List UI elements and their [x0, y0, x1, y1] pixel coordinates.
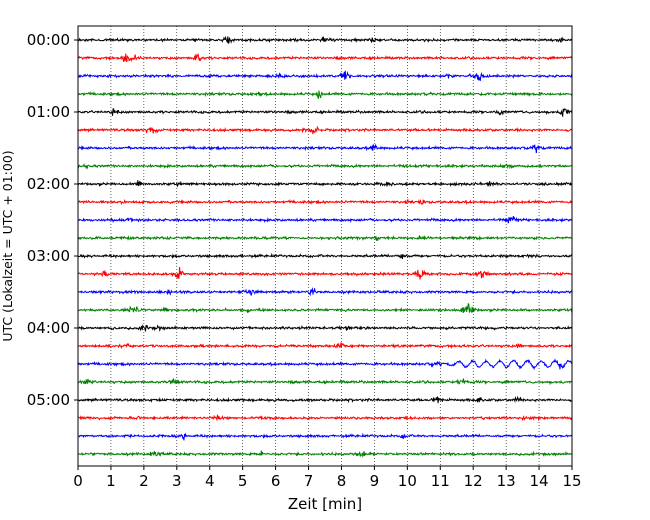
x-tick-label: 14 [530, 472, 549, 490]
trace-0530 [77, 432, 573, 441]
plot-area [78, 26, 572, 466]
trace-0400 [77, 324, 573, 332]
trace-0200 [77, 180, 572, 188]
trace-0145 [77, 162, 573, 170]
y-tick-label: 02:00 [27, 175, 70, 193]
trace-0115 [77, 125, 573, 135]
x-tick-label: 6 [271, 472, 281, 490]
trace-0545 [77, 450, 573, 458]
x-tick-label: 8 [337, 472, 347, 490]
trace-0445 [77, 377, 573, 386]
trace-0030 [77, 70, 573, 81]
trace-0100 [77, 108, 573, 117]
trace-0415 [77, 342, 573, 350]
grid-lines [110, 26, 540, 466]
x-tick-label: 5 [238, 472, 248, 490]
y-tick-label: 04:00 [27, 319, 70, 337]
x-tick-label: 3 [172, 472, 182, 490]
x-tick-label: 15 [562, 472, 581, 490]
x-tick-label: 2 [139, 472, 149, 490]
trace-0215 [77, 198, 573, 206]
x-axis-ticks: 0 1 2 3 4 5 6 7 8 9 10 11 12 13 14 15 [73, 466, 582, 490]
trace-0230 [77, 215, 573, 224]
x-tick-label: 11 [431, 472, 450, 490]
trace-0245 [77, 235, 573, 242]
trace-0300 [77, 252, 573, 260]
x-tick-label: 1 [106, 472, 116, 490]
trace-0315 [77, 266, 573, 280]
trace-0500 [77, 395, 573, 404]
trace-0430 [77, 358, 573, 371]
trace-0000 [77, 35, 573, 44]
x-tick-label: 12 [464, 472, 483, 490]
y-axis-label: UTC (Lokalzeit = UTC + 01:00) [0, 150, 15, 341]
x-tick-label: 10 [398, 472, 417, 490]
seismic-traces [77, 35, 573, 458]
y-tick-label: 00:00 [27, 31, 70, 49]
trace-0330 [77, 287, 573, 297]
x-tick-label: 0 [73, 472, 83, 490]
trace-0515 [77, 413, 573, 422]
x-tick-label: 9 [370, 472, 380, 490]
x-tick-label: 4 [205, 472, 215, 490]
trace-0045 [77, 90, 573, 99]
x-axis-label: Zeit [min] [288, 495, 362, 513]
y-axis-ticks: 00:00 01:00 02:00 03:00 04:00 05:00 [27, 31, 78, 409]
trace-0345 [77, 302, 573, 313]
plot-frame [77, 25, 573, 467]
y-tick-label: 03:00 [27, 247, 70, 265]
trace-0015 [77, 53, 573, 63]
trace-0130 [77, 144, 573, 154]
x-tick-label: 7 [304, 472, 314, 490]
y-tick-label: 05:00 [27, 391, 70, 409]
y-tick-label: 01:00 [27, 103, 70, 121]
x-tick-label: 13 [497, 472, 516, 490]
